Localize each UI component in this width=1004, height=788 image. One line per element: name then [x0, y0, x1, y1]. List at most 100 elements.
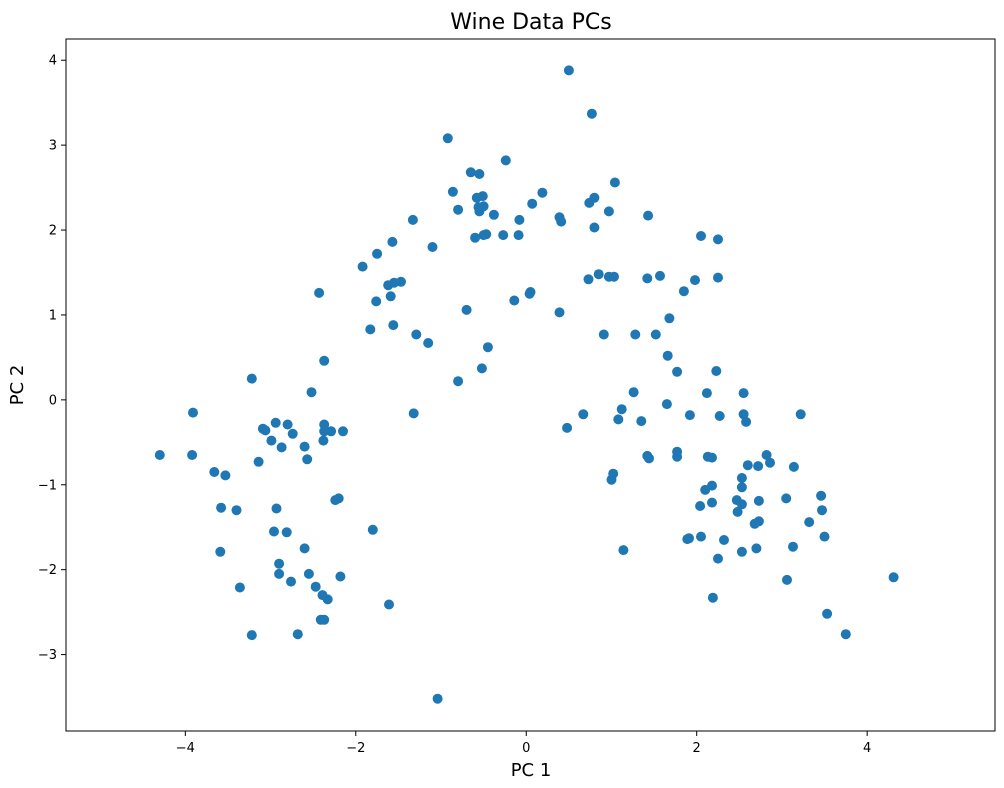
- data-point-10: [471, 192, 482, 203]
- data-point-78: [616, 404, 627, 415]
- data-point-77: [661, 399, 672, 410]
- data-point-24: [556, 216, 567, 227]
- data-point-138: [231, 505, 242, 516]
- data-point-30: [696, 231, 706, 241]
- data-point-101: [276, 442, 287, 453]
- data-point-5: [474, 169, 485, 179]
- data-point-89: [270, 417, 281, 428]
- data-point-1: [586, 108, 597, 119]
- data-point-103: [187, 450, 198, 460]
- data-point-2: [442, 133, 453, 144]
- data-point-13: [527, 198, 538, 209]
- data-point-145: [281, 527, 292, 538]
- data-point-110: [707, 452, 717, 463]
- data-point-35: [372, 248, 383, 259]
- data-point-124: [736, 482, 747, 493]
- data-point-87: [636, 416, 647, 427]
- data-point-135: [216, 502, 227, 513]
- data-point-166: [234, 582, 245, 593]
- data-point-33: [387, 236, 398, 247]
- y-tick-label: 3: [49, 139, 57, 154]
- data-point-98: [287, 428, 298, 439]
- data-point-4: [465, 167, 476, 178]
- data-point-133: [736, 499, 747, 510]
- data-point-18: [603, 206, 614, 217]
- x-tick-label: 2: [693, 741, 701, 756]
- data-point-104: [154, 450, 165, 460]
- data-point-177: [432, 693, 443, 704]
- data-point-163: [782, 574, 792, 585]
- data-point-143: [367, 524, 378, 535]
- x-tick-label: −4: [176, 741, 195, 756]
- data-point-6: [609, 177, 620, 188]
- data-point-86: [613, 414, 624, 425]
- y-tick-label: −1: [38, 478, 57, 493]
- data-point-147: [696, 531, 706, 542]
- data-point-22: [407, 214, 418, 225]
- data-point-32: [713, 234, 723, 245]
- data-point-85: [714, 411, 725, 421]
- data-point-37: [593, 269, 604, 280]
- data-point-173: [319, 614, 330, 625]
- data-point-72: [453, 376, 464, 387]
- data-point-31: [470, 232, 481, 243]
- data-point-102: [299, 441, 310, 452]
- data-point-44: [690, 275, 700, 286]
- y-tick-label: 0: [49, 393, 57, 408]
- data-point-132: [707, 497, 717, 508]
- data-point-83: [738, 409, 749, 420]
- data-point-84: [795, 409, 806, 420]
- data-point-88: [741, 416, 752, 427]
- data-point-62: [630, 329, 641, 340]
- data-point-94: [260, 425, 271, 436]
- data-point-3: [500, 155, 511, 166]
- data-point-61: [598, 329, 609, 340]
- data-point-139: [732, 506, 743, 517]
- data-point-131: [753, 495, 764, 506]
- data-point-52: [385, 291, 396, 302]
- data-point-155: [215, 546, 226, 557]
- data-point-8: [537, 187, 548, 198]
- data-point-64: [423, 338, 434, 348]
- data-point-136: [271, 503, 282, 514]
- data-point-23: [514, 214, 525, 225]
- data-point-63: [650, 329, 661, 340]
- data-point-60: [411, 329, 422, 340]
- data-point-164: [286, 576, 296, 587]
- data-point-170: [384, 599, 394, 610]
- plot-frame: [65, 38, 996, 732]
- data-point-43: [583, 274, 594, 285]
- data-point-74: [628, 387, 639, 398]
- data-point-128: [330, 495, 341, 506]
- data-point-28: [498, 230, 509, 241]
- data-point-118: [209, 467, 220, 477]
- data-point-117: [788, 461, 799, 472]
- data-point-156: [736, 546, 747, 557]
- data-point-53: [509, 295, 520, 306]
- data-point-40: [609, 271, 619, 282]
- data-point-134: [695, 501, 706, 511]
- data-point-41: [713, 272, 723, 283]
- data-point-76: [738, 388, 749, 399]
- data-point-69: [672, 366, 683, 377]
- data-point-55: [461, 304, 472, 315]
- data-point-47: [383, 280, 394, 291]
- x-tick-label: 0: [522, 741, 530, 756]
- data-point-25: [589, 222, 600, 233]
- data-point-152: [299, 543, 310, 554]
- data-point-165: [310, 581, 321, 592]
- x-axis-label: PC 1: [511, 760, 552, 781]
- data-point-141: [804, 517, 815, 528]
- data-point-75: [701, 388, 712, 399]
- data-point-146: [819, 531, 830, 542]
- data-point-106: [761, 450, 772, 460]
- data-point-95: [326, 426, 337, 437]
- data-point-144: [269, 526, 279, 537]
- y-axis-label: PC 2: [7, 365, 28, 406]
- data-point-16: [453, 204, 464, 215]
- data-point-113: [253, 456, 264, 467]
- data-point-97: [319, 426, 330, 437]
- data-point-49: [314, 287, 325, 298]
- data-point-114: [765, 457, 775, 468]
